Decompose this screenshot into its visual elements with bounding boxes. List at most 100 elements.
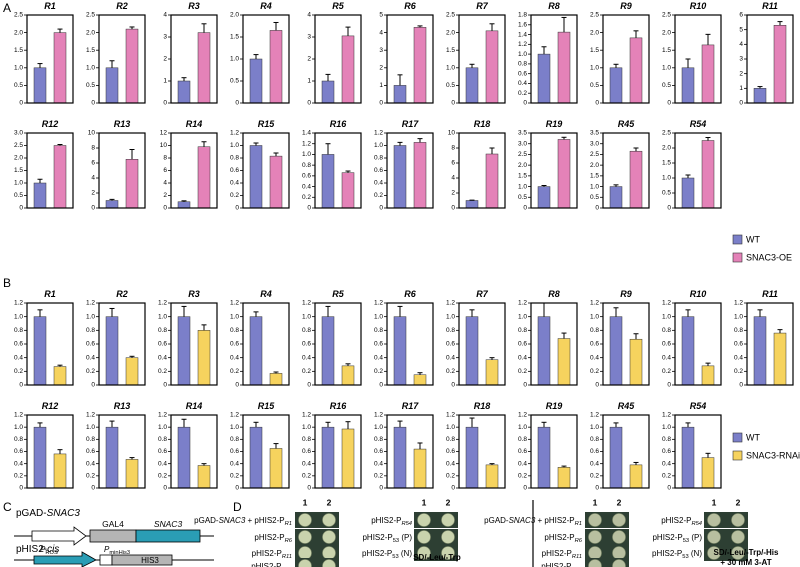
label: pHIS2-PR11 (542, 549, 582, 560)
y-tick-label: 3 (739, 56, 743, 63)
y-tick-label: 0.6 (734, 341, 743, 348)
chart-title: R2 (116, 1, 128, 11)
column-label: 1 (303, 497, 308, 507)
text-part: pHIS2-P (542, 549, 572, 558)
error-bar (757, 309, 763, 317)
y-tick-label: 0 (523, 382, 527, 389)
chart-title: R18 (474, 119, 491, 129)
y-tick-label: 0.4 (302, 460, 311, 467)
y-tick-label: 1.5 (14, 167, 23, 174)
y-tick-label: 0.6 (158, 341, 167, 348)
label: pHIS2-PR45 (251, 562, 293, 567)
error-bar (777, 329, 783, 334)
error-bar (37, 309, 43, 317)
bar (773, 332, 787, 386)
text-part: minHis3 (109, 550, 130, 556)
plot-frame (26, 414, 74, 489)
label: pHIS2-PR54 (661, 516, 702, 527)
error-bar (705, 452, 711, 458)
bar (321, 316, 335, 386)
error-bar (201, 23, 207, 33)
chart-title: R5 (332, 1, 344, 11)
y-tick-label: 0.8 (374, 155, 383, 162)
chart-title: R16 (330, 119, 348, 129)
y-tick-label: 0.4 (374, 354, 383, 361)
y-tick-label: 0 (451, 382, 455, 389)
chart-title: R4 (260, 1, 272, 11)
y-tick-label: 1.2 (14, 412, 23, 419)
column-label: 2 (617, 497, 622, 507)
y-tick-label: 1.0 (302, 313, 311, 320)
y-tick-label: 3 (163, 34, 167, 41)
yeast-spot (441, 530, 455, 544)
y-tick-label: 0 (19, 382, 23, 389)
error-bar (613, 307, 619, 317)
legend-swatch (732, 432, 743, 443)
error-bar (273, 21, 279, 31)
plot-frame (170, 302, 218, 386)
bar (197, 32, 211, 104)
y-tick-label: 2 (163, 192, 167, 199)
y-tick-label: 4 (379, 29, 383, 36)
y-tick-label: 0.4 (14, 460, 23, 467)
error-bar (253, 421, 259, 428)
y-tick-label: 1.0 (662, 424, 671, 431)
error-bar (57, 364, 63, 367)
y-tick-label: 0.8 (518, 327, 527, 334)
y-tick-label: 2.0 (14, 155, 23, 162)
y-tick-label: 4 (307, 12, 311, 19)
y-tick-label: 1.0 (158, 424, 167, 431)
y-tick-label: 1.0 (446, 313, 455, 320)
text-part: pHIS2-P (541, 562, 571, 567)
yeast-spot (707, 546, 721, 560)
y-tick-label: 0 (163, 382, 167, 389)
y-tick-label: 2 (163, 56, 167, 63)
bar (125, 28, 139, 104)
y-tick-label: 1.5 (518, 173, 527, 180)
label: pHIS2-P53 (N) (652, 549, 702, 560)
y-tick-label: 0.6 (374, 167, 383, 174)
bar (177, 426, 191, 489)
error-bar (417, 372, 423, 375)
panel-label: D (233, 500, 242, 514)
y-tick-label: 0.8 (230, 436, 239, 443)
y-tick-label: 2.5 (662, 130, 671, 137)
plot-frame (98, 132, 146, 209)
yeast-spot (298, 513, 312, 527)
chart-title: R1 (44, 1, 56, 11)
text-part: 53 (393, 538, 399, 544)
plot-frame (242, 302, 290, 386)
error-bar (685, 309, 691, 317)
bar (197, 465, 211, 489)
bar (465, 316, 479, 386)
error-bar (57, 449, 63, 454)
bar (197, 146, 211, 209)
bar (629, 338, 643, 386)
y-tick-label: 0 (91, 100, 95, 107)
y-tick-label: 3.0 (14, 130, 23, 137)
y-tick-label: 1.0 (14, 313, 23, 320)
plate (295, 558, 339, 567)
error-bar (613, 422, 619, 428)
y-tick-label: 0.4 (590, 354, 599, 361)
y-tick-label: 0 (739, 382, 743, 389)
y-tick-label: 1.5 (86, 47, 95, 54)
y-tick-label: 0.6 (230, 167, 239, 174)
label: pGAD-SNAC3 + pHIS2-PR1 (484, 516, 582, 527)
bar (125, 357, 139, 386)
error-bar (561, 465, 567, 468)
label: pGAD-SNAC3 (16, 508, 80, 519)
y-tick-label: 8 (163, 155, 167, 162)
y-tick-label: 1.2 (14, 300, 23, 307)
y-tick-label: 0.2 (662, 368, 671, 375)
text-part: pHIS2-P (252, 549, 282, 558)
error-bar (201, 324, 207, 331)
y-tick-label: 1.2 (590, 412, 599, 419)
error-bar (129, 26, 135, 30)
y-tick-label: 1.5 (662, 47, 671, 54)
yeast-spot (731, 513, 745, 527)
y-tick-label: 0.4 (590, 460, 599, 467)
y-tick-label: 0.6 (518, 341, 527, 348)
y-tick-label: 1.2 (230, 130, 239, 137)
